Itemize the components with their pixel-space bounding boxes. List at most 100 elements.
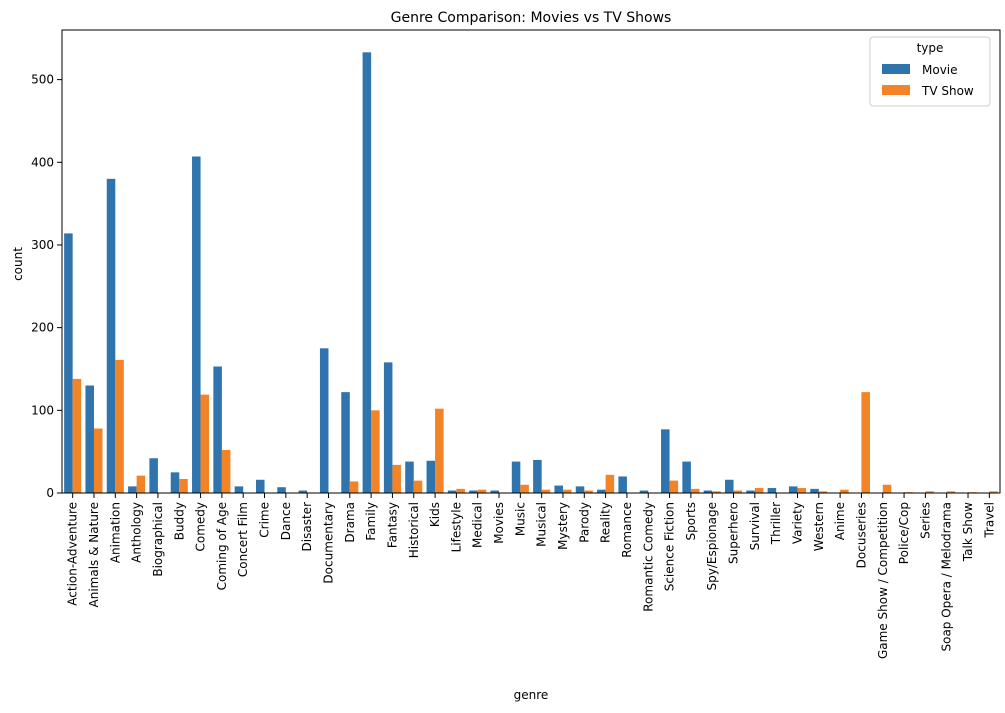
bar-movie-animation (106, 178, 116, 493)
bar-tv-show-kids (435, 408, 444, 493)
bar-movie-sports (682, 461, 691, 493)
x-tick-label-animals-nature: Animals & Nature (87, 502, 101, 607)
bar-tv-show-anime (840, 489, 849, 493)
bar-tv-show-music (520, 484, 529, 493)
x-tick-label-movies: Movies (492, 502, 506, 544)
bar-movie-survival (746, 490, 755, 493)
bar-tv-show-parody (584, 490, 593, 493)
bar-tv-show-action-adventure (72, 378, 82, 493)
bar-movie-coming-of-age (213, 366, 222, 493)
x-tick-label-spy-espionage: Spy/Espionage (705, 502, 719, 590)
x-tick-label-music: Music (513, 502, 527, 536)
y-tick-label: 500 (31, 73, 54, 87)
x-tick-label-thriller: Thriller (769, 502, 783, 545)
x-tick-label-police-cop: Police/Cop (897, 502, 911, 564)
bar-tv-show-docuseries (861, 392, 870, 493)
x-tick-label-dance: Dance (279, 502, 293, 540)
bar-tv-show-series (925, 491, 934, 493)
bar-movie-lifestyle (447, 490, 457, 493)
bar-movie-documentary (319, 348, 329, 493)
legend-swatch-tv-show (882, 85, 910, 95)
bar-movie-variety (788, 486, 798, 493)
y-tick-label: 200 (31, 321, 54, 335)
bar-movie-concert-film (234, 486, 244, 493)
x-tick-label-series: Series (918, 502, 932, 539)
y-axis-label: count (11, 247, 25, 281)
bar-movie-medical (469, 490, 478, 493)
x-tick-label-science-fiction: Science Fiction (663, 502, 677, 591)
bar-movie-romantic-comedy (639, 490, 649, 493)
bar-movie-buddy (170, 472, 180, 493)
x-tick-label-coming-of-age: Coming of Age (215, 502, 229, 590)
bar-tv-show-lifestyle (456, 488, 465, 493)
bar-movie-spy-espionage (703, 490, 713, 493)
bar-tv-show-reality (605, 474, 615, 493)
bar-tv-show-musical (541, 489, 551, 493)
bar-tv-show-drama (349, 481, 359, 493)
bar-tv-show-variety (797, 488, 807, 493)
x-tick-label-historical: Historical (407, 502, 421, 558)
bar-tv-show-game-show-competition (882, 484, 892, 493)
bar-tv-show-comedy (200, 394, 210, 493)
x-tick-label-fantasy: Fantasy (385, 502, 399, 548)
x-tick-label-western: Western (812, 502, 826, 551)
x-tick-label-romance: Romance (620, 502, 634, 558)
x-tick-label-concert-film: Concert Film (236, 502, 250, 577)
x-tick-label-family: Family (364, 502, 378, 541)
axes-group (61, 29, 1001, 494)
x-tick-label-lifestyle: Lifestyle (449, 502, 463, 552)
bar-movie-dance (277, 487, 286, 493)
bar-movie-kids (426, 460, 436, 493)
y-tick-label: 300 (31, 238, 54, 252)
bars-group (64, 52, 998, 493)
x-tick-label-action-adventure: Action-Adventure (66, 502, 80, 606)
x-ticks-group: Action-Adventure Animals & Nature Animatio… (66, 493, 996, 659)
x-tick-label-musical: Musical (535, 502, 549, 547)
x-tick-label-variety: Variety (790, 502, 804, 544)
bar-tv-show-animation (115, 359, 124, 493)
bar-tv-show-survival (754, 488, 764, 493)
y-tick-label: 100 (31, 403, 54, 417)
bar-tv-show-animals-nature (93, 428, 103, 493)
x-tick-label-comedy: Comedy (194, 502, 208, 552)
bar-tv-show-mystery (562, 489, 572, 493)
bar-movie-comedy (192, 156, 201, 493)
bar-movie-thriller (767, 488, 777, 493)
y-tick-label: 400 (31, 155, 54, 169)
legend-label-tv-show: TV Show (921, 84, 974, 98)
x-tick-label-superhero: Superhero (727, 502, 741, 564)
bar-movie-anthology (128, 486, 137, 493)
bar-movie-animals-nature (85, 385, 94, 493)
x-tick-label-animation: Animation (108, 502, 122, 563)
x-tick-label-disaster: Disaster (300, 502, 314, 552)
bar-movie-reality (597, 489, 606, 493)
x-tick-label-romantic-comedy: Romantic Comedy (641, 502, 655, 612)
bar-movie-historical (405, 461, 414, 493)
x-tick-label-anthology: Anthology (130, 502, 144, 563)
x-tick-label-sports: Sports (684, 502, 698, 540)
x-tick-label-talk-show: Talk Show (961, 502, 975, 562)
x-axis-label: genre (514, 688, 549, 702)
bar-tv-show-sports (690, 488, 700, 493)
x-tick-label-soap-opera-melodrama: Soap Opera / Melodrama (940, 502, 954, 652)
bar-tv-show-fantasy (392, 464, 401, 493)
bar-tv-show-buddy (179, 478, 188, 493)
bar-movie-crime (256, 479, 265, 493)
bar-movie-disaster (298, 490, 308, 493)
bar-movie-science-fiction (661, 429, 670, 493)
legend-swatch-movie (882, 64, 910, 74)
bar-tv-show-soap-opera-melodrama (946, 491, 956, 493)
x-tick-label-reality: Reality (599, 502, 613, 543)
bar-tv-show-medical (477, 489, 487, 493)
x-tick-label-crime: Crime (258, 502, 272, 538)
bar-tv-show-historical (413, 480, 423, 493)
bar-movie-musical (533, 459, 542, 493)
bar-tv-show-spy-espionage (712, 491, 721, 493)
x-tick-label-biographical: Biographical (151, 502, 165, 577)
x-tick-label-documentary: Documentary (321, 502, 335, 584)
x-tick-label-survival: Survival (748, 502, 762, 550)
x-tick-label-anime: Anime (833, 502, 847, 540)
legend-title: type (917, 41, 944, 55)
chart-title: Genre Comparison: Movies vs TV Shows (391, 10, 672, 26)
